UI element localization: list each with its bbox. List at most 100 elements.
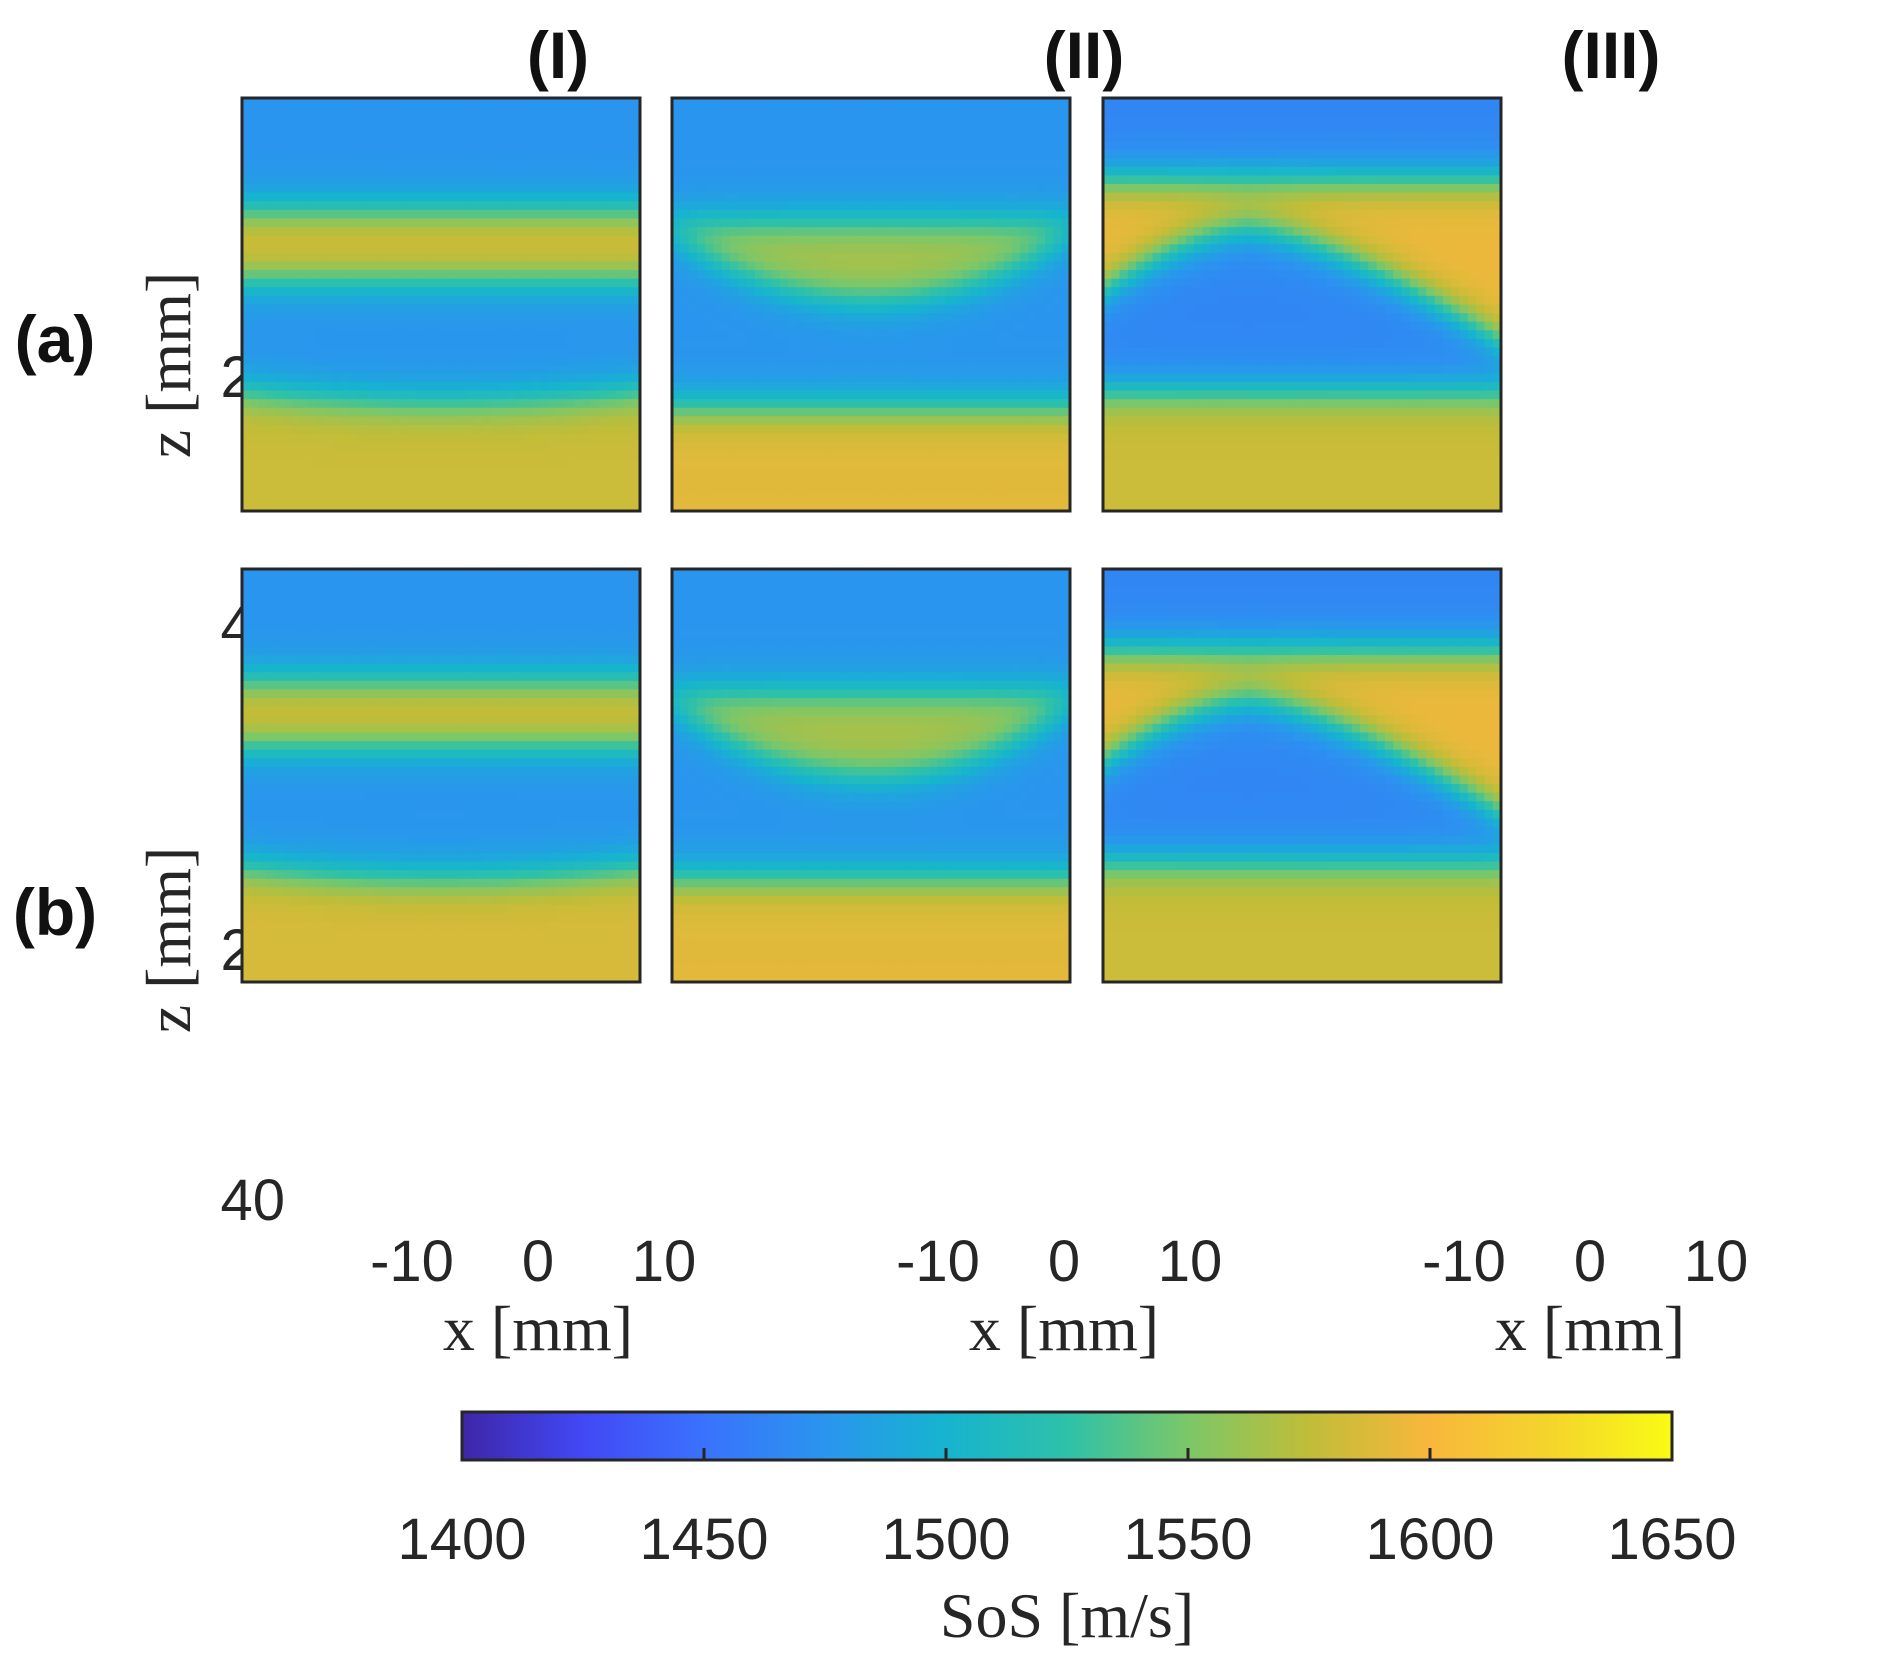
heatmap-cell — [615, 278, 625, 288]
heatmap-cell — [871, 313, 880, 323]
heatmap-cell — [738, 123, 748, 134]
heatmap-cell — [846, 201, 856, 211]
heatmap-cell — [879, 141, 889, 151]
heatmap-cell — [573, 115, 583, 125]
heatmap-cell — [796, 502, 806, 512]
heatmap-cell — [978, 209, 988, 220]
heatmap-cell — [812, 416, 822, 426]
heatmap-cell — [854, 347, 864, 357]
heatmap-cell — [1045, 450, 1055, 460]
heatmap-cell — [1426, 141, 1436, 151]
heatmap-cell — [333, 184, 343, 194]
heatmap-cell — [837, 373, 847, 383]
heatmap-cell — [945, 175, 955, 185]
heatmap-cell — [499, 390, 508, 400]
heatmap-cell — [672, 278, 681, 288]
heatmap-cell — [416, 450, 426, 460]
heatmap-cell — [482, 244, 492, 254]
heatmap-cell — [283, 235, 293, 245]
heatmap-cell — [266, 442, 276, 452]
heatmap-cell — [1020, 270, 1030, 280]
heatmap-cell — [449, 132, 459, 142]
heatmap-cell — [1393, 115, 1403, 125]
heatmap-cell — [688, 304, 698, 314]
heatmap-cell — [862, 106, 872, 116]
heatmap-cell — [912, 390, 922, 400]
heatmap-cell — [324, 123, 334, 134]
heatmap-cell — [490, 252, 500, 263]
heatmap-cell — [1003, 252, 1013, 263]
heatmap-cell — [779, 502, 789, 512]
heatmap-cell — [1467, 115, 1477, 125]
heatmap-cell — [788, 476, 797, 486]
heatmap-cell — [754, 424, 764, 435]
heatmap-cell — [316, 407, 326, 417]
heatmap-cell — [474, 424, 484, 435]
heatmap-cell — [300, 123, 309, 134]
heatmap-cell — [1476, 115, 1486, 125]
heatmap-cell — [615, 493, 625, 503]
heatmap-cell — [920, 356, 930, 366]
heatmap-cell — [962, 364, 972, 374]
heatmap-cell — [441, 442, 450, 452]
heatmap-cell — [680, 373, 690, 383]
heatmap-cell — [623, 424, 633, 435]
heatmap-cell — [1003, 227, 1013, 237]
heatmap-cell — [821, 364, 831, 374]
heatmap-cell — [374, 399, 384, 409]
heatmap-cell — [275, 390, 285, 400]
heatmap-cell — [1152, 158, 1162, 168]
heatmap-cell — [788, 364, 797, 374]
heatmap-cell — [432, 321, 442, 331]
heatmap-cell — [631, 98, 641, 108]
heatmap-cell — [333, 485, 343, 495]
heatmap-cell — [895, 244, 905, 254]
heatmap-cell — [862, 467, 872, 478]
heatmap-cell — [565, 123, 575, 134]
heatmap-cell — [754, 227, 764, 237]
heatmap-cell — [763, 209, 773, 220]
heatmap-cell — [1326, 132, 1336, 142]
heatmap-cell — [1053, 338, 1063, 349]
heatmap-cell — [548, 132, 558, 142]
heatmap-cell — [945, 390, 955, 400]
heatmap-cell — [523, 98, 533, 108]
heatmap-cell — [1343, 141, 1353, 151]
heatmap-cell — [515, 132, 525, 142]
heatmap-cell — [879, 149, 889, 159]
heatmap-cell — [499, 399, 508, 409]
heatmap-cell — [970, 244, 980, 254]
heatmap-cell — [920, 467, 930, 478]
heatmap-cell — [1003, 485, 1013, 495]
heatmap-cell — [1011, 158, 1021, 168]
heatmap-cell — [374, 132, 384, 142]
heatmap-cell — [721, 209, 731, 220]
heatmap-cell — [763, 450, 773, 460]
heatmap-cell — [316, 459, 326, 469]
heatmap-cell — [812, 235, 822, 245]
heatmap-cell — [962, 381, 972, 392]
heatmap-cell — [680, 115, 690, 125]
heatmap-cell — [242, 476, 251, 486]
heatmap-cell — [1011, 442, 1021, 452]
heatmap-cell — [366, 407, 376, 417]
heatmap-cell — [266, 106, 276, 116]
heatmap-cell — [1053, 459, 1063, 469]
heatmap-cell — [540, 98, 550, 108]
heatmap-cell — [895, 485, 905, 495]
heatmap-cell — [424, 261, 434, 271]
heatmap-cell — [1194, 132, 1204, 142]
heatmap-cell — [763, 218, 773, 228]
heatmap-cell — [499, 192, 508, 202]
heatmap-cell — [590, 390, 600, 400]
heatmap-cell — [465, 166, 475, 177]
heatmap-cell — [713, 218, 723, 228]
heatmap-cell — [978, 433, 988, 443]
heatmap-cell — [796, 261, 806, 271]
heatmap-cell — [771, 261, 781, 271]
heatmap-cell — [754, 278, 764, 288]
heatmap-cell — [242, 381, 251, 392]
heatmap-cell — [829, 175, 839, 185]
heatmap-cell — [349, 485, 359, 495]
heatmap-cell — [829, 304, 839, 314]
